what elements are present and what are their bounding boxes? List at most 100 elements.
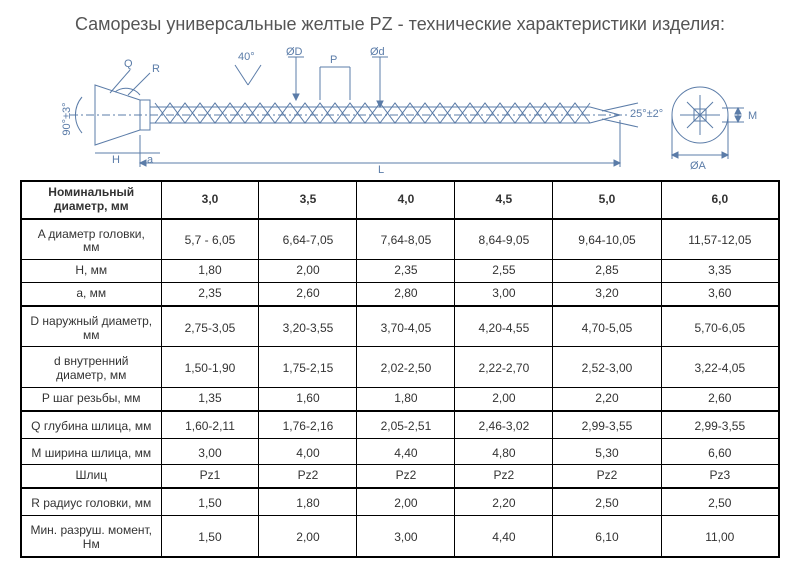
cell: 1,75-2,15 [259,347,357,388]
cell: 2,20 [553,387,661,410]
cell: 2,00 [259,260,357,283]
table-row: A диаметр головки, мм5,7 - 6,056,64-7,05… [21,219,779,260]
cell: 5,70-6,05 [661,306,779,347]
cell: 2,05-2,51 [357,411,455,438]
cell: 3,22-4,05 [661,347,779,388]
row-label: P шаг резьбы, мм [21,387,161,410]
cell: 2,50 [553,488,661,515]
cell: Pz1 [161,465,259,488]
cell: 1,80 [259,488,357,515]
table-row: P шаг резьбы, мм1,351,601,802,002,202,60 [21,387,779,410]
screw-diagram: 90°±3° Q R 40° ØD P Ød 25°±2° H a L ØA M [20,45,780,175]
cell: 4,40 [357,438,455,465]
cell: 2,99-3,55 [661,411,779,438]
cell: 1,80 [161,260,259,283]
cell: 2,52-3,00 [553,347,661,388]
cell: 4,00 [259,438,357,465]
label-H: H [112,154,120,166]
row-label: Мин. разруш. момент, Нм [21,515,161,556]
row-label: a, мм [21,282,161,305]
label-angle40: 40° [238,51,255,63]
spec-table: Номинальный диаметр, мм 3,0 3,5 4,0 4,5 … [20,180,780,558]
header-label: Номинальный диаметр, мм [21,181,161,219]
header-dia-2: 4,0 [357,181,455,219]
cell: 4,20-4,55 [455,306,553,347]
label-angle90: 90°±3° [61,102,73,135]
label-OD: ØD [286,46,303,58]
cell: 2,02-2,50 [357,347,455,388]
cell: Pz3 [661,465,779,488]
cell: 11,57-12,05 [661,219,779,260]
cell: 1,60 [259,387,357,410]
header-dia-3: 4,5 [455,181,553,219]
row-label: M ширина шлица, мм [21,438,161,465]
label-Q: Q [124,58,133,70]
label-M: M [748,110,757,122]
table-header-row: Номинальный диаметр, мм 3,0 3,5 4,0 4,5 … [21,181,779,219]
label-R: R [152,63,160,75]
cell: Pz2 [259,465,357,488]
cell: 2,00 [357,488,455,515]
table-row: H, мм1,802,002,352,552,853,35 [21,260,779,283]
row-label: Q глубина шлица, мм [21,411,161,438]
cell: 4,40 [455,515,553,556]
table-row: D наружный диаметр, мм2,75-3,053,20-3,55… [21,306,779,347]
cell: 6,60 [661,438,779,465]
cell: Pz2 [455,465,553,488]
cell: 7,64-8,05 [357,219,455,260]
label-L: L [378,164,384,175]
cell: 3,00 [357,515,455,556]
cell: 2,46-3,02 [455,411,553,438]
label-OA: ØA [690,160,707,172]
label-Od: Ød [370,46,385,58]
document-page: Саморезы универсальные желтые PZ - техни… [0,0,800,578]
cell: 3,00 [455,282,553,305]
cell: 1,80 [357,387,455,410]
cell: 11,00 [661,515,779,556]
table-row: R радиус головки, мм1,501,802,002,202,50… [21,488,779,515]
cell: 8,64-9,05 [455,219,553,260]
header-dia-1: 3,5 [259,181,357,219]
row-label: D наружный диаметр, мм [21,306,161,347]
cell: 4,70-5,05 [553,306,661,347]
label-a: a [147,154,154,166]
cell: 2,75-3,05 [161,306,259,347]
cell: 4,80 [455,438,553,465]
cell: 1,50 [161,488,259,515]
cell: Pz2 [357,465,455,488]
cell: 9,64-10,05 [553,219,661,260]
cell: Pz2 [553,465,661,488]
cell: 3,20-3,55 [259,306,357,347]
table-row: Мин. разруш. момент, Нм1,502,003,004,406… [21,515,779,556]
label-angle25: 25°±2° [630,108,663,120]
cell: 2,00 [259,515,357,556]
cell: 2,85 [553,260,661,283]
cell: 2,55 [455,260,553,283]
table-row: d внутренний диаметр, мм1,50-1,901,75-2,… [21,347,779,388]
row-label: H, мм [21,260,161,283]
header-dia-5: 6,0 [661,181,779,219]
table-row: a, мм2,352,602,803,003,203,60 [21,282,779,305]
page-title: Саморезы универсальные желтые PZ - техни… [20,14,780,35]
cell: 6,10 [553,515,661,556]
cell: 2,35 [357,260,455,283]
cell: 5,7 - 6,05 [161,219,259,260]
cell: 3,70-4,05 [357,306,455,347]
table-row: M ширина шлица, мм3,004,004,404,805,306,… [21,438,779,465]
table-row: ШлицPz1Pz2Pz2Pz2Pz2Pz3 [21,465,779,488]
row-label: Шлиц [21,465,161,488]
cell: 1,50 [161,515,259,556]
cell: 2,80 [357,282,455,305]
cell: 3,00 [161,438,259,465]
cell: 2,35 [161,282,259,305]
row-label: A диаметр головки, мм [21,219,161,260]
table-body: A диаметр головки, мм5,7 - 6,056,64-7,05… [21,219,779,557]
cell: 1,76-2,16 [259,411,357,438]
label-P: P [330,54,337,66]
cell: 2,99-3,55 [553,411,661,438]
header-dia-0: 3,0 [161,181,259,219]
cell: 2,00 [455,387,553,410]
cell: 1,60-2,11 [161,411,259,438]
cell: 5,30 [553,438,661,465]
cell: 2,20 [455,488,553,515]
